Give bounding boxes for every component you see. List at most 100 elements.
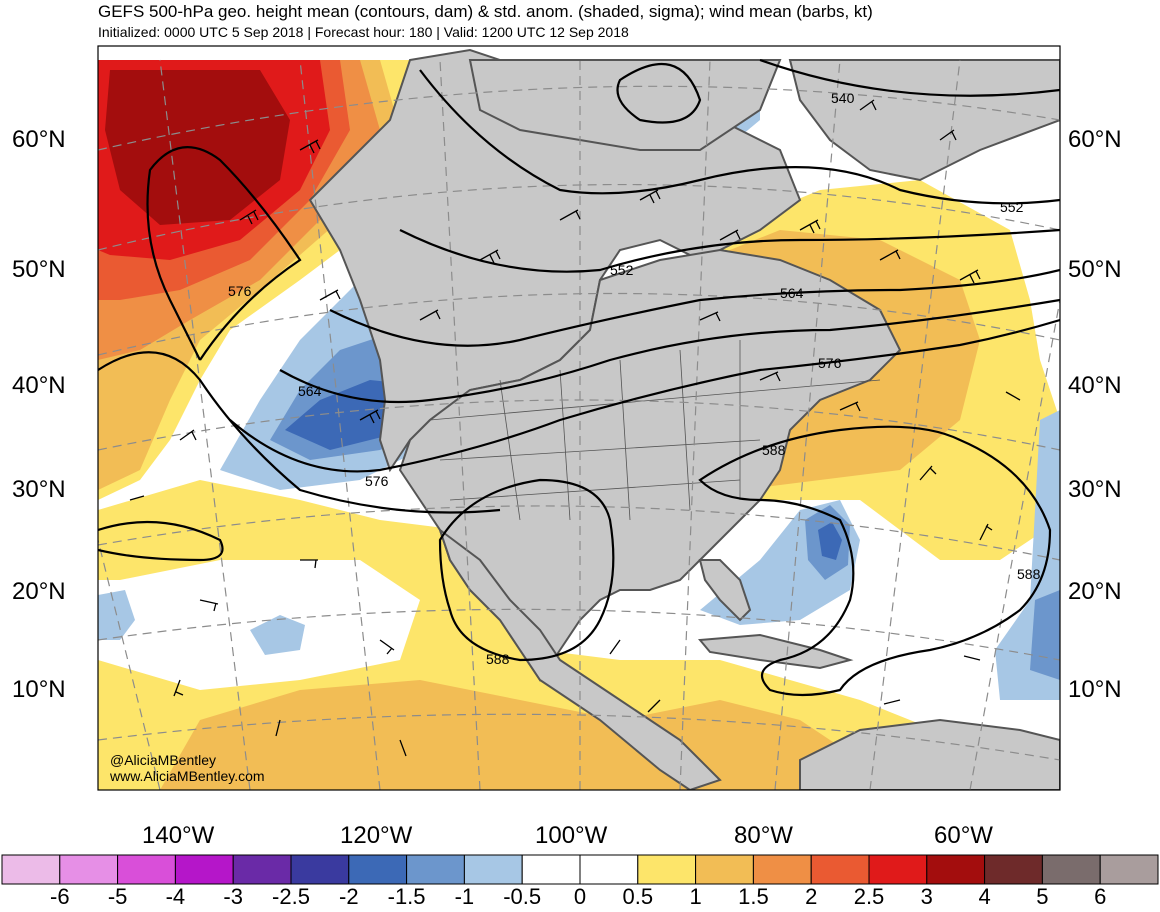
lat-label-right: 60°N — [1068, 126, 1122, 153]
chart-title: GEFS 500-hPa geo. height mean (contours,… — [98, 2, 873, 21]
contour-label: 540 — [831, 90, 855, 106]
lat-label-right: 50°N — [1068, 256, 1122, 283]
landmasses — [308, 48, 1060, 790]
colorbar-swatch — [117, 854, 176, 885]
map-frame — [97, 45, 1061, 791]
colorbar-swatch — [810, 854, 870, 885]
lat-label-left: 20°N — [12, 578, 66, 605]
contour-576 — [229, 318, 1060, 473]
colorbar-label: -2.5 — [272, 884, 310, 909]
height-contours — [98, 58, 1060, 697]
land-mexico-central-america — [438, 527, 722, 790]
contour-564 — [329, 268, 1060, 347]
colorbar-swatch — [406, 854, 465, 885]
land-greenland — [788, 59, 1060, 182]
lon-label: 60°W — [934, 822, 993, 849]
colorbar-label: -4 — [165, 884, 186, 909]
contour-high-sw — [98, 520, 224, 562]
colorbar-label: 4 — [978, 884, 991, 909]
colorbar-swatch — [232, 854, 292, 885]
colorbar-swatch — [868, 854, 928, 885]
colorbar-label: 3 — [920, 884, 933, 909]
colorbar-label: -1 — [454, 884, 475, 909]
anomaly-negative-pacific-small — [250, 615, 305, 655]
colorbar-label: -1.5 — [387, 884, 426, 909]
land-florida — [698, 559, 752, 622]
contour-label: 552 — [1000, 199, 1024, 215]
colorbar-label: 0 — [573, 884, 587, 909]
lat-label-right: 40°N — [1068, 372, 1122, 399]
colorbar-swatch — [174, 854, 234, 885]
colorbar-label: 2.5 — [853, 884, 885, 909]
map-layers — [98, 48, 1060, 790]
colorbar-swatch — [1041, 854, 1101, 885]
graticule — [98, 59, 1060, 790]
contour-552-a — [616, 63, 702, 124]
contour-552 — [419, 69, 1060, 205]
lon-label: 120°W — [340, 822, 413, 849]
colorbar-swatch — [348, 854, 408, 885]
colorbar-label: 1.5 — [738, 884, 769, 909]
contour-label: 564 — [298, 383, 322, 399]
land-canadian-arctic — [468, 59, 782, 151]
lat-label-left: 50°N — [12, 256, 66, 283]
anomaly-minus-1-5-atlantic — [818, 522, 842, 560]
political-borders — [429, 340, 881, 521]
contour-labels: 540 552 552 564 564 576 576 576 588 588 … — [228, 90, 1041, 667]
colorbar-label: 0.5 — [622, 884, 654, 909]
lon-label: 140°W — [142, 822, 215, 849]
colorbar-swatch — [521, 854, 581, 885]
lon-label: 80°W — [734, 822, 793, 849]
colorbar-swatch — [1099, 854, 1159, 885]
land-caribbean-cuba — [698, 633, 854, 670]
lat-label-left: 40°N — [12, 372, 66, 399]
colorbar-swatch — [926, 854, 986, 885]
colorbar-label: -0.5 — [503, 884, 542, 909]
contour-564-b — [279, 298, 1060, 404]
contour-label: 564 — [780, 285, 804, 301]
colorbar-swatch — [695, 854, 754, 885]
colorbar-swatch — [637, 854, 697, 885]
lat-label-left: 30°N — [12, 476, 66, 503]
lat-label-right: 10°N — [1068, 676, 1122, 703]
colorbar-label: 5 — [1036, 884, 1049, 909]
contour-540 — [759, 58, 1060, 97]
lat-label-left: 10°N — [12, 676, 66, 703]
contour-label: 576 — [365, 473, 389, 489]
anomaly-minus-1-east-edge — [1030, 590, 1060, 680]
colorbar-swatch — [752, 854, 812, 885]
land-south-america — [799, 718, 1060, 790]
contour-576-b — [146, 146, 302, 361]
wind-barbs — [129, 99, 1021, 757]
lat-label-right: 30°N — [1068, 476, 1122, 503]
colorbar-swatch — [59, 854, 119, 885]
contour-label: 588 — [1017, 566, 1041, 582]
colorbar-swatch — [1, 854, 61, 885]
contour-label: 588 — [762, 442, 786, 458]
colorbar-label: 1 — [689, 884, 702, 909]
colorbar-label: -2 — [339, 884, 359, 909]
colorbar — [1, 854, 1159, 885]
colorbar-label: 6 — [1094, 884, 1107, 909]
lon-label: 100°W — [535, 822, 608, 849]
contour-552-b — [399, 228, 1060, 273]
contour-label: 576 — [818, 355, 842, 371]
colorbar-swatch — [463, 854, 523, 885]
colorbar-label: 2 — [805, 884, 818, 909]
credit-handle: @AliciaMBentley — [110, 752, 217, 768]
colorbar-swatch — [290, 854, 350, 885]
colorbar-label: -5 — [107, 884, 128, 909]
lat-label-left: 60°N — [12, 126, 66, 153]
colorbar-swatch — [984, 854, 1043, 885]
chart-subtitle: Initialized: 0000 UTC 5 Sep 2018 | Forec… — [98, 24, 629, 40]
lat-label-right: 20°N — [1068, 578, 1122, 605]
colorbar-label: -6 — [50, 884, 70, 909]
contour-588 — [438, 478, 615, 662]
contour-588-b — [698, 425, 1052, 697]
contour-label: 552 — [610, 262, 634, 278]
credit-website: www.AliciaMBentley.com — [110, 768, 265, 784]
contour-label: 576 — [228, 283, 252, 299]
colorbar-swatch — [579, 854, 639, 885]
contour-label: 588 — [486, 651, 510, 667]
